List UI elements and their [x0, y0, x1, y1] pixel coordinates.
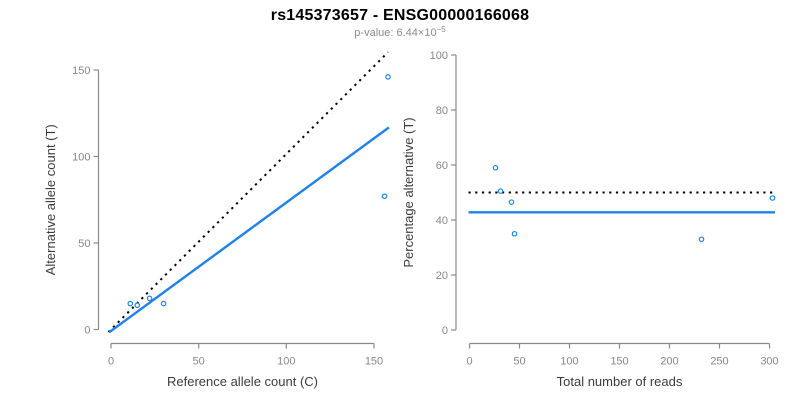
plot1-x-tick-label: 150	[365, 356, 383, 368]
plot1-x-tick-label: 0	[108, 356, 114, 368]
plot2-data-point	[511, 230, 518, 237]
plot1-y-axis-title: Alternative allele count (T)	[43, 124, 58, 275]
plot1-y-tick-label: 100	[72, 151, 90, 163]
fit-line	[108, 126, 390, 334]
figure-title: rs145373657 - ENSG00000166068	[270, 7, 530, 24]
plot1-x-tick-label: 100	[277, 356, 295, 368]
plot1-x-tick-label: 50	[193, 356, 205, 368]
plot2-y-axis-title: Percentage alternative (T)	[401, 117, 416, 267]
figure-subtitle: p-value: 6.44×10−5	[0, 25, 800, 39]
plot2-x-tick-label: 300	[760, 356, 778, 368]
plot2-x-tick-label: 150	[610, 356, 628, 368]
plot2-y-tick-label: 20	[436, 270, 448, 282]
plot2-data-point	[492, 164, 499, 171]
plot2-y-tick-label: 0	[442, 325, 448, 337]
plot2-y-tick-label: 60	[436, 160, 448, 172]
pvalue-exponent: −5	[436, 25, 446, 34]
plot2-x-tick-label: 0	[466, 356, 472, 368]
pvalue-text: p-value: 6.44×10	[354, 27, 437, 39]
plot2-data-point	[698, 236, 705, 243]
plot1-data-point	[381, 193, 388, 200]
plot2-x-tick-label: 50	[513, 356, 525, 368]
plot1-data-point	[127, 300, 134, 307]
plot2-y-tick-label: 40	[436, 215, 448, 227]
plot1-data-point	[160, 300, 167, 307]
plot2-x-tick-label: 200	[660, 356, 678, 368]
identity-line	[107, 51, 389, 333]
plot2-y-tick-label: 100	[430, 50, 448, 62]
plot1-y-tick-label: 0	[84, 324, 90, 336]
plot1-data-point	[134, 302, 141, 309]
plot2-data-point	[769, 195, 776, 201]
plot1-y-tick-label: 150	[72, 65, 90, 77]
plot2-data-point	[497, 188, 504, 194]
plot1-data-point	[385, 74, 391, 80]
plot2-data-point	[508, 199, 515, 205]
plot2-x-axis-title: Total number of reads	[557, 374, 683, 389]
plot1-data-point	[146, 295, 153, 302]
plot1-x-axis-title: Reference allele count (C)	[167, 374, 318, 389]
plot2-x-tick-label: 250	[710, 356, 728, 368]
plot1-y-tick-label: 50	[78, 238, 90, 250]
plot2-y-tick-label: 80	[436, 105, 448, 117]
plot2-x-tick-label: 100	[560, 356, 578, 368]
